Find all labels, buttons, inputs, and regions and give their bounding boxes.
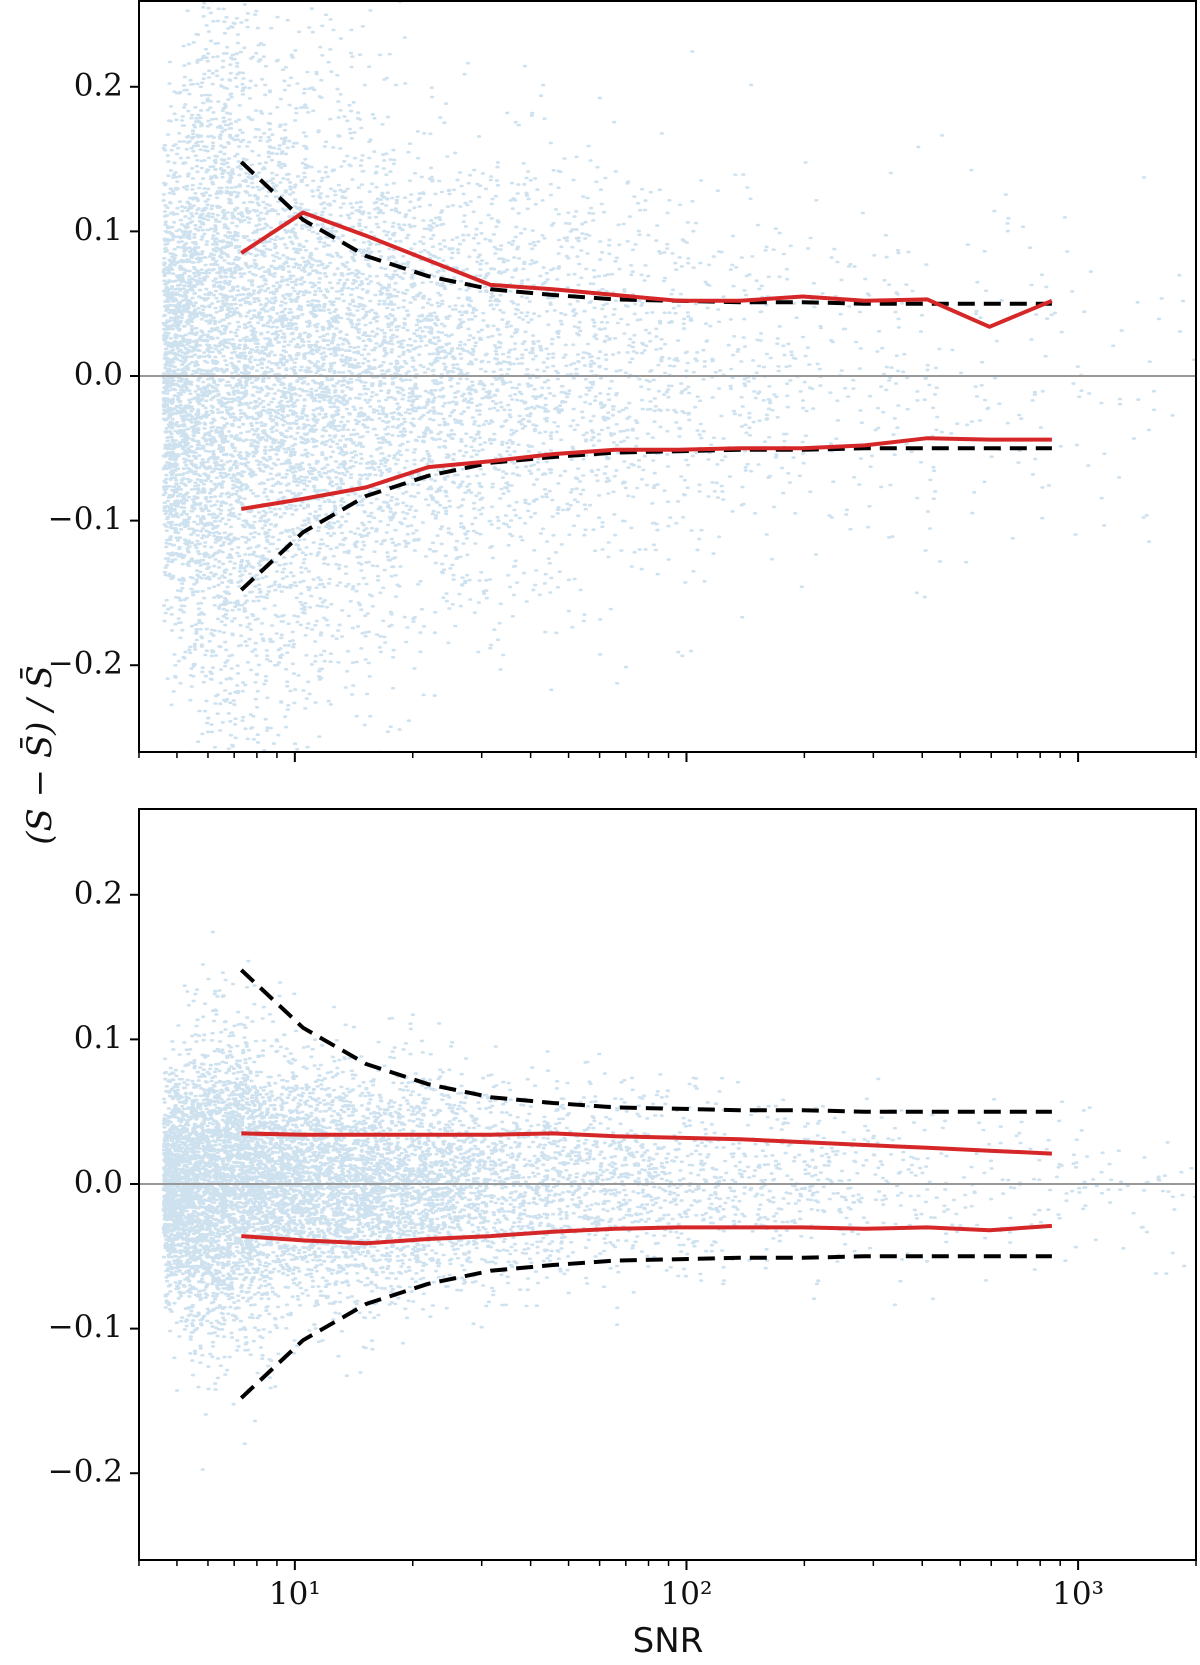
y-tick-label: 0.2 — [74, 875, 123, 911]
scatter-points — [161, 0, 1196, 752]
dashed-envelope-line-0 — [239, 968, 1052, 1114]
x-tick-label: 10² — [661, 1576, 713, 1612]
x-tick-label: 10¹ — [269, 1576, 321, 1612]
bottom-panel: −0.2 −0.1 0.0 0.1 0.2 10¹ 10² 10³ — [48, 808, 1197, 1612]
red-percentile-line-3 — [240, 436, 1052, 511]
y-tick-label: −0.1 — [48, 501, 123, 537]
x-tick-label: 10³ — [1052, 1576, 1104, 1612]
y-axis-label: (S − S̄) / S̄ — [19, 665, 60, 845]
y-tick-label: 0.1 — [74, 1020, 123, 1056]
dashed-envelope-line-1 — [239, 1254, 1052, 1400]
red-percentile-line-2 — [240, 210, 1053, 329]
dashed-envelope-line-0 — [239, 160, 1052, 306]
y-tick-label: 0.2 — [74, 67, 123, 103]
y-tick-label: −0.2 — [48, 646, 123, 682]
y-tick-label: 0.0 — [74, 357, 123, 393]
red-percentile-line-3 — [241, 1223, 1053, 1246]
x-axis-label: SNR — [633, 1621, 704, 1661]
red-percentile-line-2 — [241, 1131, 1052, 1156]
y-tick-label: 0.1 — [74, 212, 123, 248]
y-tick-label: 0.0 — [74, 1165, 123, 1201]
y-tick-label: −0.1 — [48, 1309, 123, 1345]
scatter-points — [161, 930, 1196, 1471]
dashed-envelope-line-1 — [239, 446, 1052, 592]
y-tick-label: −0.2 — [48, 1454, 123, 1490]
top-panel: −0.2 −0.1 0.0 0.1 0.2 — [48, 0, 1197, 762]
